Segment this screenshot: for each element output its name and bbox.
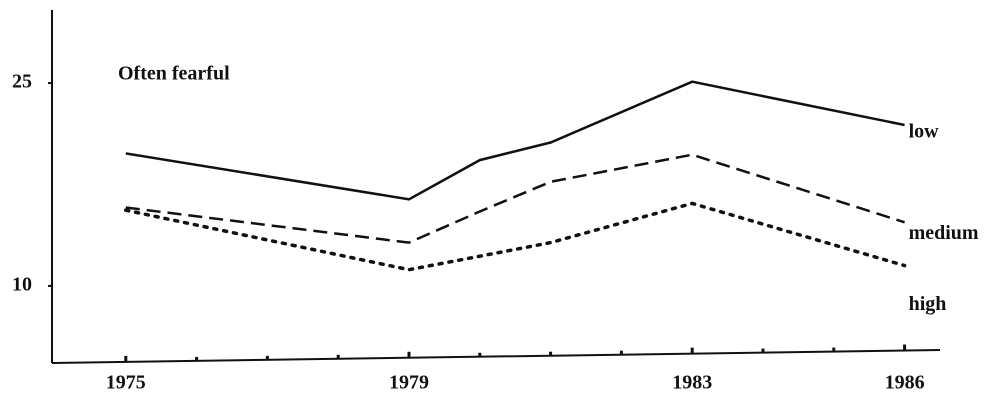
series-label: medium [909, 222, 979, 244]
y-tick-label: 25 [12, 71, 32, 93]
series-label: high [909, 293, 947, 315]
x-tick-label: 1975 [106, 372, 146, 394]
x-tick-label: 1979 [389, 372, 429, 394]
y-tick-label: 10 [12, 274, 32, 296]
x-tick-label: 1986 [885, 372, 925, 394]
chart-title: Often fearful [118, 63, 230, 85]
line-series [124, 201, 907, 272]
series-label: low [909, 121, 940, 143]
x-axis [51, 349, 941, 364]
line-series [125, 80, 905, 201]
line-series [125, 153, 905, 244]
x-tick-label: 1983 [672, 372, 712, 394]
